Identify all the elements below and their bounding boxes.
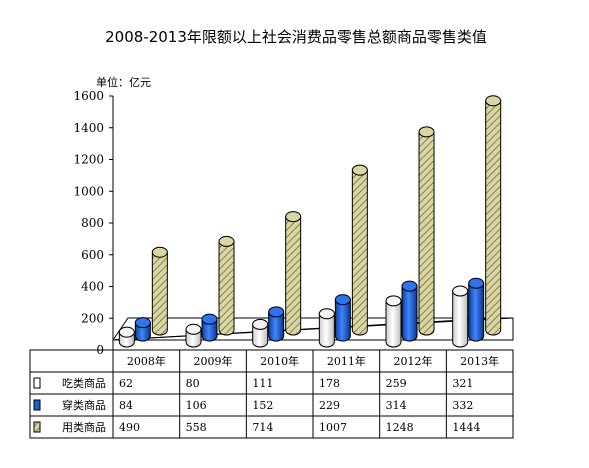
y-tick-label: 800	[81, 216, 104, 230]
bar-body	[252, 323, 269, 348]
data-label: 229	[319, 399, 340, 412]
bar-body	[401, 285, 418, 342]
y-tick-label: 200	[81, 311, 104, 325]
bar-body	[285, 216, 302, 336]
bar-吃类商品-2010年	[252, 318, 269, 348]
bar-top	[268, 306, 285, 318]
x-category-label: 2008年	[127, 354, 166, 368]
bars	[118, 95, 502, 348]
data-label: 490	[119, 421, 140, 434]
bar-吃类商品-2013年	[452, 285, 469, 348]
bar-top	[185, 323, 202, 335]
bar-穿类商品-2009年	[201, 313, 218, 342]
bar-用类商品-2009年	[218, 235, 235, 336]
bar-body	[485, 100, 502, 336]
bar-body	[418, 131, 435, 336]
data-label: 84	[119, 399, 133, 412]
data-label: 178	[319, 377, 340, 390]
bar-top	[252, 318, 269, 330]
x-category-label: 2013年	[460, 354, 499, 368]
x-category-label: 2011年	[327, 354, 366, 368]
bar-body	[268, 311, 285, 342]
bar-top	[468, 277, 485, 289]
bar-穿类商品-2011年	[334, 294, 351, 342]
data-label: 1248	[386, 421, 414, 434]
data-label: 1007	[319, 421, 347, 434]
bar-吃类商品-2012年	[385, 295, 402, 348]
x-category-label: 2009年	[194, 354, 233, 368]
bar-用类商品-2013年	[485, 95, 502, 336]
y-tick-label: 1200	[73, 153, 104, 167]
bar-吃类商品-2008年	[118, 326, 135, 348]
bar-body	[468, 282, 485, 342]
bar-top	[134, 317, 151, 329]
y-tick-label: 400	[81, 280, 104, 294]
y-tick-label: 1400	[73, 121, 104, 135]
bar-top	[318, 308, 335, 320]
bar-top	[385, 295, 402, 307]
bar-用类商品-2011年	[351, 164, 368, 336]
bar-吃类商品-2011年	[318, 308, 335, 348]
bar-穿类商品-2008年	[134, 317, 151, 342]
bar-top	[401, 280, 418, 292]
legend-swatch	[33, 377, 41, 389]
data-label: 62	[119, 377, 133, 390]
data-label: 80	[186, 377, 200, 390]
data-label: 152	[252, 399, 273, 412]
bar-top	[418, 126, 435, 138]
data-label: 332	[452, 399, 473, 412]
data-label: 1444	[452, 421, 480, 434]
data-label: 714	[252, 421, 273, 434]
bar-用类商品-2012年	[418, 126, 435, 336]
bar-body	[201, 318, 218, 342]
bar-top	[334, 294, 351, 306]
data-label: 259	[386, 377, 407, 390]
unit-label: 单位：亿元	[96, 75, 151, 89]
legend-label: 穿类商品	[62, 398, 106, 412]
legend-label: 用类商品	[62, 420, 106, 434]
bar-吃类商品-2009年	[185, 323, 202, 348]
x-category-label: 2012年	[394, 354, 433, 368]
data-label: 321	[452, 377, 473, 390]
legend-swatch	[33, 399, 41, 411]
bar-穿类商品-2012年	[401, 280, 418, 342]
data-label: 106	[186, 399, 207, 412]
bar-body	[452, 290, 469, 348]
bar-body	[385, 300, 402, 348]
x-category-label: 2010年	[260, 354, 299, 368]
bar-用类商品-2010年	[285, 211, 302, 336]
data-label: 111	[252, 377, 273, 390]
legend-swatch	[33, 421, 41, 433]
bar-用类商品-2008年	[151, 246, 168, 336]
bar-top	[485, 95, 502, 107]
bar-body	[151, 251, 168, 336]
bar-body	[218, 240, 235, 336]
bar-穿类商品-2013年	[468, 277, 485, 342]
bar-body	[351, 169, 368, 336]
y-tick-label: 600	[81, 248, 104, 262]
bar-body	[334, 299, 351, 342]
bar-body	[318, 313, 335, 348]
bar-top	[218, 235, 235, 247]
bar-top	[151, 246, 168, 258]
bar-top	[452, 285, 469, 297]
y-tick-label: 1000	[73, 184, 104, 198]
legend-label: 吃类商品	[62, 376, 106, 390]
bar-top	[285, 211, 302, 223]
bar-top	[351, 164, 368, 176]
bar-top	[201, 313, 218, 325]
bar-top	[118, 326, 135, 338]
y-tick-label: 1600	[73, 89, 104, 103]
data-label: 558	[186, 421, 207, 434]
data-label: 314	[386, 399, 407, 412]
chart-title: 2008-2013年限额以上社会消费品零售总额商品零售类值	[105, 28, 487, 46]
bar-穿类商品-2010年	[268, 306, 285, 342]
